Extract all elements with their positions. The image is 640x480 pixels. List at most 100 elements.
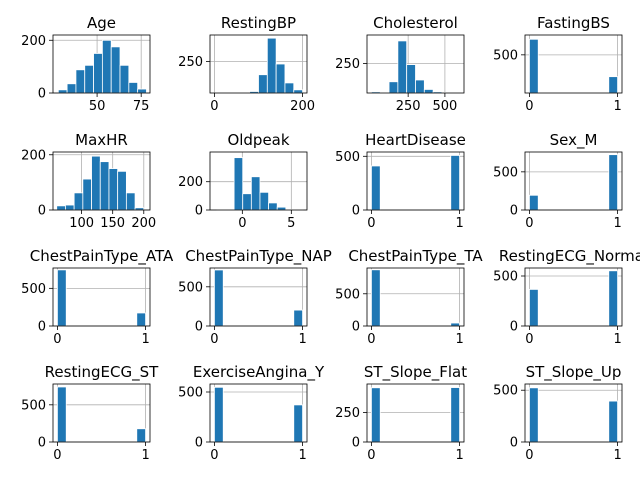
histogram-bar <box>529 387 539 443</box>
histogram-bar <box>284 82 295 94</box>
histogram-bar <box>136 312 146 327</box>
subplot-fastingbs: 0 1 500 FastingBS <box>493 14 623 114</box>
histogram-bar <box>275 63 286 94</box>
histogram-bar <box>214 269 224 327</box>
x-tick-label: 1 <box>141 332 149 347</box>
subplot-heartdisease: 0 1 0 500 HeartDisease <box>335 131 466 231</box>
x-tick-label: 0 <box>525 332 533 347</box>
x-tick-label: 200 <box>290 99 315 114</box>
y-tick-label: 0 <box>195 436 203 451</box>
axes-frame <box>52 267 151 327</box>
axes-frame <box>524 151 623 211</box>
y-tick-label: 0 <box>352 320 360 335</box>
x-tick-label: 0 <box>53 448 61 463</box>
y-tick-label: 500 <box>335 150 360 165</box>
histogram-bar <box>56 205 66 211</box>
subplot-title: Age <box>87 14 116 32</box>
histogram-bar <box>66 83 77 94</box>
histogram-bar <box>371 269 381 327</box>
x-tick-label: 0 <box>210 332 218 347</box>
axes-frame <box>366 151 465 211</box>
histogram-bar <box>529 288 539 327</box>
y-tick-label: 0 <box>195 204 203 219</box>
axes-frame <box>524 34 623 94</box>
histogram-bar <box>608 76 618 94</box>
histogram-bar <box>110 46 121 94</box>
subplot-title: RestingECG_Normal <box>499 247 640 266</box>
histogram-bar <box>125 192 136 211</box>
y-tick-label: 500 <box>493 270 518 285</box>
y-tick-label: 250 <box>178 55 203 70</box>
subplot-chestpaintype-nap: 0 1 0 500 ChestPainType_NAP <box>178 247 332 347</box>
histogram-bar <box>101 39 112 94</box>
histogram-bar <box>242 193 252 211</box>
x-tick-label: 1 <box>455 332 463 347</box>
histogram-bar <box>117 170 127 211</box>
histogram-bar <box>371 165 381 211</box>
axes-frame <box>209 383 308 443</box>
y-tick-label: 500 <box>335 287 360 302</box>
x-tick-label: 0 <box>525 99 533 114</box>
histogram-bar <box>128 82 139 94</box>
subplot-restingecg-st: 0 1 0 500 RestingECG_ST <box>21 363 159 463</box>
subplot-exerciseangina-y: 0 1 0 500 ExerciseAngina_Y <box>178 363 325 463</box>
subplot-title: FastingBS <box>537 14 610 32</box>
y-tick-label: 200 <box>178 175 203 190</box>
y-tick-label: 0 <box>510 436 518 451</box>
histogram-bar <box>276 206 287 211</box>
x-tick-label: 1 <box>613 99 621 114</box>
histogram-bar <box>293 404 303 443</box>
histogram-bar <box>266 37 277 94</box>
histogram-bar <box>250 176 261 211</box>
x-tick-label: 0 <box>525 216 533 231</box>
x-tick-label: 5 <box>287 216 295 231</box>
subplot-title: RestingECG_ST <box>45 363 159 382</box>
histogram-bar <box>608 270 618 327</box>
x-tick-label: 200 <box>131 216 156 231</box>
y-tick-label: 0 <box>510 204 518 219</box>
histogram-bar <box>608 400 618 443</box>
x-tick-label: 0 <box>210 448 218 463</box>
histogram-bar <box>415 79 425 94</box>
y-tick-label: 500 <box>493 384 518 399</box>
subplot-chestpaintype-ta: 0 1 0 500 ChestPainType_TA <box>335 247 483 347</box>
y-tick-label: 0 <box>38 87 46 102</box>
x-tick-label: 0 <box>367 448 375 463</box>
histogram-bar <box>91 155 101 211</box>
y-tick-label: 500 <box>21 398 46 413</box>
axes-frame <box>366 34 465 94</box>
histogram-bar <box>73 192 84 211</box>
axes-frame <box>524 383 623 443</box>
histogram-bar <box>75 69 86 94</box>
histogram-bar <box>57 269 67 327</box>
axes-frame <box>52 151 151 211</box>
x-tick-label: 500 <box>432 99 457 114</box>
subplot-sex-m: 0 1 0 500 Sex_M <box>493 131 623 231</box>
axes-frame <box>209 151 308 211</box>
histogram-bar <box>57 89 68 94</box>
y-tick-label: 500 <box>493 165 518 180</box>
x-tick-label: 0 <box>210 99 218 114</box>
x-tick-label: 1 <box>613 448 621 463</box>
histogram-bar <box>99 161 110 211</box>
y-tick-label: 250 <box>335 57 360 72</box>
histogram-bar <box>84 64 94 94</box>
histogram-bar <box>388 81 399 94</box>
subplot-title: Sex_M <box>550 131 598 150</box>
histogram-bar <box>450 155 460 211</box>
x-tick-label: 75 <box>133 99 150 114</box>
y-tick-label: 500 <box>178 386 203 401</box>
x-tick-label: 0 <box>525 448 533 463</box>
y-tick-label: 250 <box>335 406 360 421</box>
x-tick-label: 0 <box>53 332 61 347</box>
histogram-bar <box>136 428 146 443</box>
subplot-title: ChestPainType_NAP <box>185 247 332 266</box>
y-tick-label: 500 <box>493 48 518 63</box>
subplot-cholesterol: 250 500 250 Cholesterol <box>335 14 465 114</box>
y-tick-label: 0 <box>38 320 46 335</box>
histogram-bar <box>119 64 130 94</box>
histogram-bar <box>293 89 303 94</box>
subplot-restingecg-normal: 0 1 0 500 RestingECG_Normal <box>493 247 640 347</box>
